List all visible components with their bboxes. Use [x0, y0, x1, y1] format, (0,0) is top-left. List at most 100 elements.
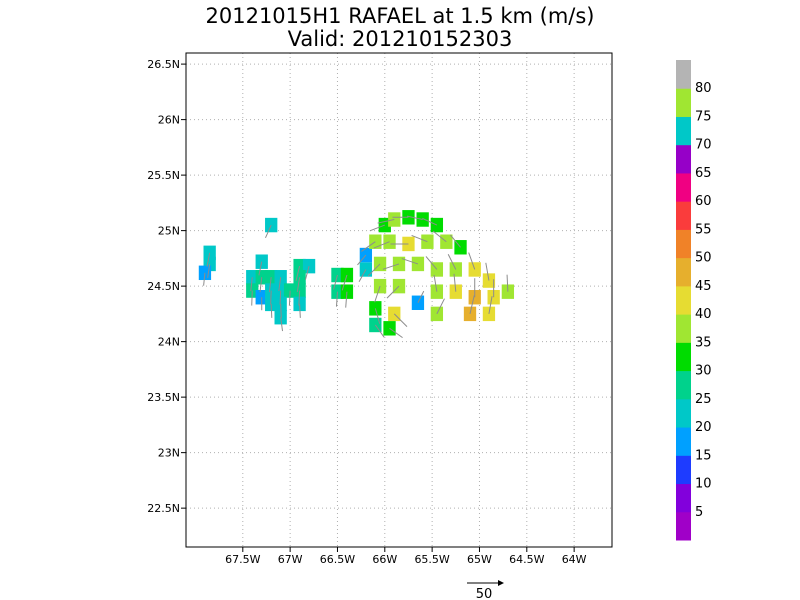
colorbar-swatch — [676, 342, 691, 372]
wind-speed-cell — [430, 217, 444, 233]
x-tick-label: 64W — [562, 553, 587, 566]
wind-speed-cell — [274, 309, 287, 325]
y-tick-label: 22.5N — [147, 502, 180, 515]
wind-speed-cell — [421, 234, 434, 249]
wind-vector — [279, 290, 282, 305]
wind-vector — [417, 290, 425, 303]
wind-vector — [268, 277, 272, 293]
wind-vector — [389, 327, 403, 339]
wind-vector — [278, 277, 282, 292]
wind-vector — [433, 274, 438, 292]
wind-vector — [333, 274, 338, 290]
colorbar-swatch — [676, 257, 691, 287]
reference-vector: 50 — [467, 580, 504, 600]
wind-vector — [280, 303, 282, 318]
colorbar-label: 25 — [695, 392, 712, 407]
reference-vector-label: 50 — [476, 587, 493, 600]
wind-vector — [270, 290, 272, 305]
colorbar-label: 70 — [695, 138, 712, 153]
chart-subtitle: Valid: 201210152303 — [288, 27, 513, 51]
wind-speed-cell — [501, 284, 515, 299]
wind-speed-cell — [340, 284, 354, 299]
wind-vector — [411, 234, 428, 243]
y-tick-label: 25.5N — [147, 169, 180, 182]
wind-speed-cell — [416, 212, 429, 227]
wind-vector — [401, 258, 419, 265]
wind-vector — [270, 303, 273, 318]
colorbar-swatch — [676, 483, 691, 513]
colorbar: 5 10 15 20 25 30 35 40 45 50 55 60 65 70 75 80 — [676, 60, 712, 541]
colorbar-label: 10 — [695, 477, 712, 492]
wind-vector — [468, 252, 476, 270]
colorbar-label: 65 — [695, 166, 712, 181]
wind-vector — [506, 274, 509, 292]
wind-vector — [374, 285, 381, 303]
wind-vector — [358, 269, 367, 282]
wind-vector — [369, 224, 385, 232]
x-tick-label: 66.5W — [320, 553, 355, 566]
y-tick-label: 23N — [158, 447, 180, 460]
colorbar-label: 15 — [695, 448, 712, 463]
x-tick-label: 66W — [372, 553, 397, 566]
y-axis-ticks: 22.5N 23N 23.5N 24N 24.5N 25N 25.5N 26N 26.5N — [147, 58, 186, 515]
wind-vectors — [203, 215, 509, 339]
wind-vector — [488, 296, 493, 314]
x-tick-label: 67.5W — [225, 553, 260, 566]
wind-speed-cell — [283, 283, 297, 298]
wind-vector — [450, 234, 461, 248]
plot-area: 67.5W 67W 66.5W 66W 65.5W 65W 64.5W 64W 22.5N 23… — [147, 52, 613, 566]
colorbar-swatch — [676, 229, 691, 259]
y-tick-label: 24N — [158, 336, 180, 349]
wind-speed-cell — [369, 301, 382, 316]
colorbar-label: 35 — [695, 335, 712, 350]
wind-speed-cell — [411, 256, 425, 272]
wind-vector — [206, 252, 211, 267]
wind-vector — [207, 263, 211, 278]
colorbar-label: 75 — [695, 109, 712, 124]
y-tick-label: 26.5N — [147, 58, 180, 71]
colorbar-swatch — [676, 398, 691, 428]
wind-vector — [288, 290, 291, 306]
colorbar-label: 40 — [695, 307, 712, 322]
colorbar-swatch — [676, 370, 691, 400]
wind-vector — [361, 241, 376, 252]
wind-vector — [422, 217, 438, 226]
colorbar-label: 45 — [695, 279, 712, 294]
colorbar-label: 50 — [695, 251, 712, 266]
wind-vector — [382, 263, 400, 270]
wind-speed-cell — [274, 270, 287, 285]
colorbar-swatch — [676, 285, 691, 315]
x-tick-label: 65W — [467, 553, 492, 566]
colorbar-label: 60 — [695, 194, 712, 209]
colorbar-label: 80 — [695, 81, 712, 96]
wind-speed-cell — [369, 317, 382, 333]
wind-vector — [341, 274, 348, 291]
wind-vector — [386, 285, 400, 299]
x-tick-label: 67W — [278, 553, 303, 566]
wind-vector — [425, 256, 438, 270]
wind-vector — [299, 303, 301, 318]
wind-speed-cells — [198, 210, 515, 336]
colorbar-swatch — [676, 88, 691, 117]
y-tick-label: 25N — [158, 225, 180, 238]
colorbar-swatch — [676, 116, 691, 146]
wind-vector — [436, 298, 445, 315]
colorbar-label: 5 — [695, 505, 703, 520]
wind-speed-cell — [359, 262, 373, 277]
wind-vector — [393, 313, 408, 327]
wind-vector — [296, 277, 301, 293]
wind-vector — [203, 272, 206, 286]
wind-vector — [295, 266, 301, 281]
colorbar-swatch — [676, 314, 691, 343]
wind-vector — [251, 290, 253, 306]
x-tick-label: 65.5W — [414, 553, 449, 566]
colorbar-swatch — [676, 511, 691, 541]
chart-title: 20121015H1 RAFAEL at 1.5 km (m/s) — [206, 4, 595, 28]
wind-vector — [373, 241, 390, 249]
wind-vector — [304, 266, 310, 280]
wind-vector — [298, 290, 301, 306]
wind-vector — [432, 230, 447, 243]
wind-speed-cell — [482, 273, 496, 288]
wind-vector — [250, 277, 253, 292]
